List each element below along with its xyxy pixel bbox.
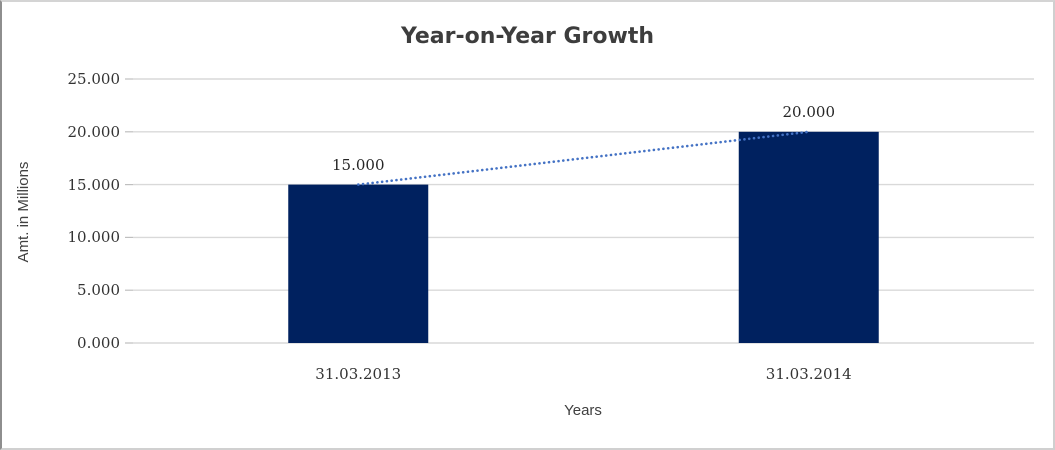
y-axis-tick-label: 15.000 (67, 175, 121, 194)
bar (738, 131, 879, 343)
x-axis-category-label: 31.03.2013 (315, 365, 402, 383)
bar-data-label: 15.000 (332, 155, 385, 174)
bar-data-label: 20.000 (782, 102, 836, 121)
bar (288, 184, 429, 343)
y-axis-tick-label: 25.000 (67, 70, 121, 88)
trendline (356, 130, 811, 186)
x-axis-title: Years (564, 402, 602, 419)
chart-title: Year-on-Year Growth (400, 24, 655, 49)
y-axis-tick-label: 10.000 (67, 228, 121, 247)
y-axis-tick-label: 5.000 (77, 281, 120, 300)
y-axis-tick-label: 20.000 (67, 122, 121, 141)
x-axis-category-label: 31.03.2014 (765, 365, 852, 383)
y-axis-tick-label: 0.000 (77, 334, 120, 352)
